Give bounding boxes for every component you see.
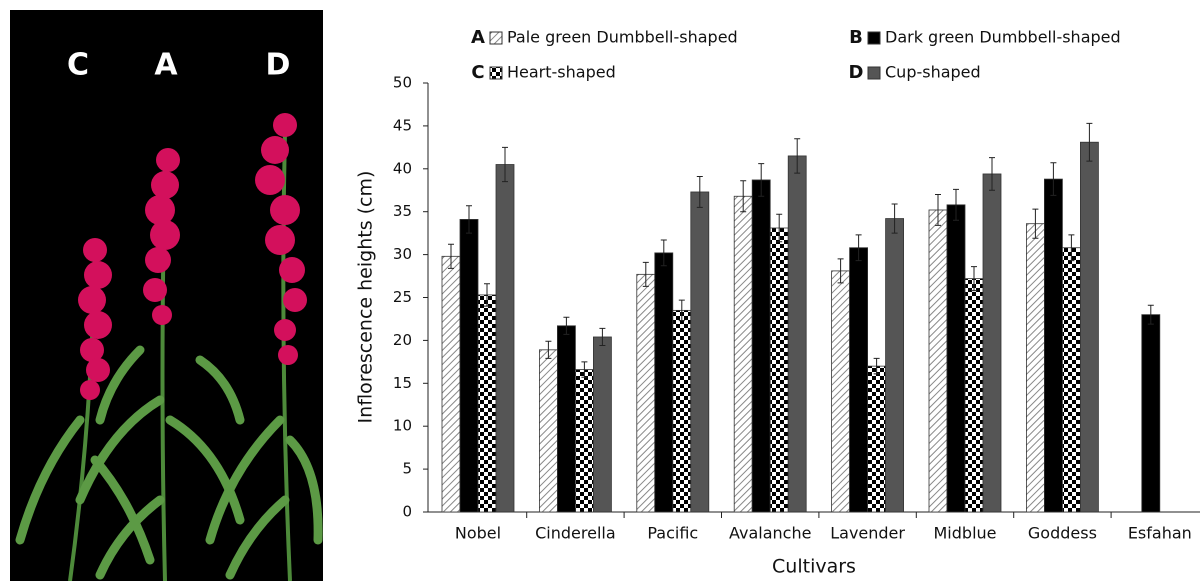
bar <box>868 366 886 512</box>
y-tick-label: 35 <box>393 202 412 220</box>
bar <box>752 180 770 512</box>
bar <box>770 228 788 512</box>
y-tick-label: 30 <box>393 245 412 263</box>
photo: C A D <box>10 10 323 581</box>
x-tick-label: Pacific <box>647 524 698 543</box>
legend-letter: D <box>849 62 864 83</box>
bar <box>637 274 655 512</box>
y-tick-label: 5 <box>402 460 412 478</box>
legend-swatch <box>490 67 502 79</box>
y-tick-label: 45 <box>393 116 412 134</box>
legend-label: Dark green Dumbbell-shaped <box>885 28 1121 47</box>
bar <box>1026 224 1044 512</box>
bar <box>734 196 752 512</box>
bar <box>1044 179 1062 512</box>
legend-letter: B <box>849 27 863 48</box>
y-tick-label: 20 <box>393 331 412 349</box>
x-tick-label: Nobel <box>455 524 501 543</box>
x-tick-label: Avalanche <box>729 524 811 543</box>
bar <box>575 370 593 512</box>
y-tick-label: 0 <box>402 503 412 521</box>
bar <box>478 295 496 512</box>
bar <box>983 174 1001 512</box>
bar <box>593 337 611 512</box>
figure: C A D Inflorescence heights (cm) Cultiva… <box>0 0 1200 581</box>
bar <box>965 279 983 512</box>
x-tick-label: Lavender <box>830 524 905 543</box>
legend-letter: C <box>471 62 484 83</box>
photo-label: D <box>266 48 291 83</box>
y-tick-label: 15 <box>393 374 412 392</box>
bar <box>886 219 904 512</box>
x-tick-label: Midblue <box>934 524 997 543</box>
bar <box>691 192 709 512</box>
bar <box>460 219 478 512</box>
legend-label: Cup-shaped <box>885 63 981 82</box>
y-tick-label: 25 <box>393 288 412 306</box>
bar <box>496 165 514 512</box>
bar <box>442 256 460 512</box>
y-tick-label: 40 <box>393 159 412 177</box>
bar <box>929 210 947 512</box>
legend-swatch <box>490 32 502 44</box>
y-axis-title: Inflorescence heights (cm) <box>355 171 377 424</box>
legend-swatch <box>868 32 880 44</box>
x-tick-label: Goddess <box>1028 524 1097 543</box>
bar <box>539 350 557 512</box>
bar <box>557 326 575 512</box>
bar <box>788 156 806 512</box>
bar <box>947 205 965 512</box>
y-tick-label: 50 <box>393 74 412 92</box>
bar <box>655 253 673 512</box>
bar <box>832 271 850 512</box>
bar <box>1142 315 1160 512</box>
legend-label: Heart-shaped <box>507 63 616 82</box>
legend-letter: A <box>471 27 485 48</box>
legend-label: Pale green Dumbbell-shaped <box>507 28 738 47</box>
bar <box>673 310 691 512</box>
y-tick-label: 10 <box>393 417 412 435</box>
photo-label: A <box>154 48 178 83</box>
bar <box>850 248 868 512</box>
x-axis-title: Cultivars <box>772 556 856 578</box>
x-tick-label: Esfahan <box>1128 524 1192 543</box>
bar <box>1080 142 1098 512</box>
bar <box>1062 248 1080 512</box>
legend-swatch <box>868 67 880 79</box>
x-tick-label: Cinderella <box>535 524 616 543</box>
photo-label: C <box>67 48 89 83</box>
